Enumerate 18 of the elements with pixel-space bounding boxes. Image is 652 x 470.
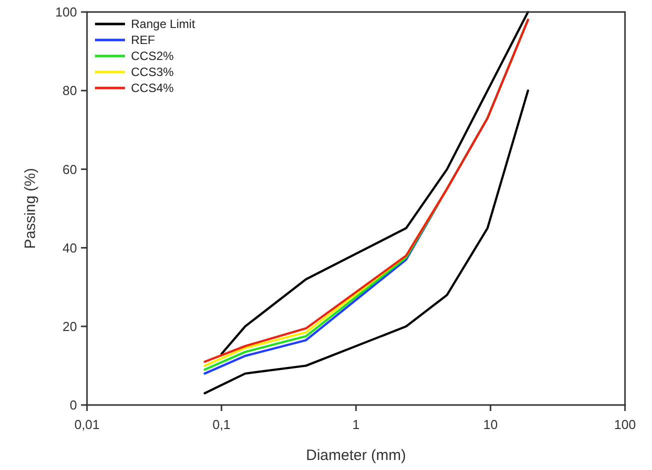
legend-label: REF <box>131 33 155 48</box>
legend-label: CCS2% <box>131 49 174 64</box>
y-tick-label: 40 <box>62 240 77 256</box>
legend-label: Range Limit <box>131 17 196 32</box>
x-tick-label: 1 <box>352 417 360 432</box>
y-tick-label: 100 <box>55 4 77 20</box>
y-tick-label: 20 <box>62 318 77 334</box>
legend-label: CCS4% <box>131 81 174 96</box>
x-tick-label: 0,01 <box>74 417 100 432</box>
y-tick-label: 80 <box>62 83 77 98</box>
x-tick-label: 10 <box>483 417 498 432</box>
legend-label: CCS3% <box>131 65 174 80</box>
y-tick-label: 0 <box>70 398 77 413</box>
x-tick-label: 0,1 <box>212 417 231 432</box>
x-tick-label: 100 <box>614 417 636 432</box>
y-axis-title: Passing (%) <box>22 168 39 249</box>
y-tick-label: 60 <box>62 162 77 177</box>
x-axis-title: Diameter (mm) <box>306 447 406 464</box>
